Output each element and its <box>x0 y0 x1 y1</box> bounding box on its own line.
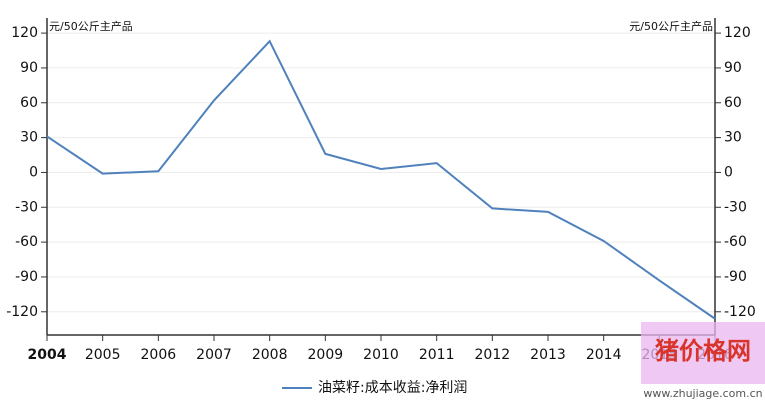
x-tick-label: 2012 <box>475 347 511 363</box>
x-tick-label: 2004 <box>28 347 67 363</box>
y2-unit: 元/50公斤主产品 <box>629 19 713 33</box>
y2-tick-label: -90 <box>724 269 747 285</box>
x-tick-label: 2006 <box>141 347 177 363</box>
y-tick-label: -30 <box>15 199 38 215</box>
y2-tick-label: -120 <box>724 304 756 320</box>
watermark-title: 猪价格网 <box>655 337 751 365</box>
watermark-box <box>641 322 765 384</box>
y2-tick-label: -30 <box>724 199 747 215</box>
legend-label: 油菜籽:成本收益:净利润 <box>318 380 467 396</box>
y-tick-label: -120 <box>6 304 38 320</box>
x-tick-label: 2005 <box>85 347 121 363</box>
x-tick-label: 2008 <box>252 347 288 363</box>
watermark-url: www.zhujiage.com.cn <box>643 387 762 400</box>
y2-tick-label: 0 <box>724 164 733 180</box>
x-tick-label: 2010 <box>363 347 399 363</box>
y-tick-label: 90 <box>20 60 38 76</box>
y-tick-label: 30 <box>20 130 38 146</box>
y2-tick-label: 30 <box>724 130 742 146</box>
x-tick-label: 2007 <box>196 347 232 363</box>
y-tick-label: 120 <box>11 25 38 41</box>
y-tick-label: 60 <box>20 95 38 111</box>
x-tick-label: 2014 <box>586 347 622 363</box>
y2-tick-label: -60 <box>724 234 747 250</box>
line-series <box>46 39 716 320</box>
y-tick-label: -60 <box>15 234 38 250</box>
y2-tick-label: 90 <box>724 60 742 76</box>
y-tick-label: 0 <box>29 164 38 180</box>
x-tick-label: 2013 <box>530 347 566 363</box>
x-tick-label: 2011 <box>419 347 455 363</box>
y-unit: 元/50公斤主产品 <box>49 19 133 33</box>
y2-tick-label: 120 <box>724 25 751 41</box>
x-tick-label: 2009 <box>308 347 344 363</box>
y2-tick-label: 60 <box>724 95 742 111</box>
watermark: 猪价格网 www.zhujiage.com.cn <box>641 322 765 400</box>
y-tick-label: -90 <box>15 269 38 285</box>
